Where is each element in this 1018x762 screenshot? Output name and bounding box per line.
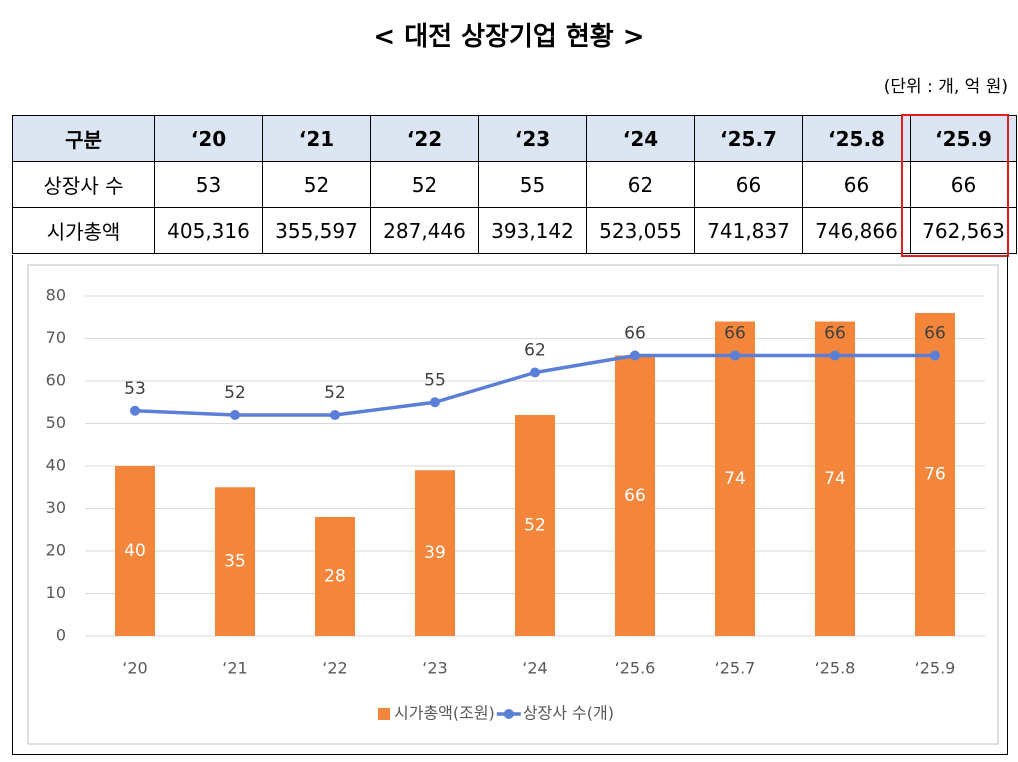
y-tick-label: 70 — [46, 328, 66, 347]
table-cell: ‘25.7 — [694, 115, 803, 162]
data-label: 52 — [324, 383, 346, 403]
legend-label: 시가총액(조원) — [394, 704, 495, 723]
table-cell: 상장사 수 — [12, 161, 155, 208]
y-tick-label: 60 — [46, 371, 66, 390]
legend-swatch — [378, 708, 390, 720]
line-marker — [630, 350, 640, 361]
data-label: 35 — [224, 552, 246, 572]
line-marker — [430, 397, 440, 408]
table-cell: 741,837 — [694, 207, 803, 254]
y-tick-label: 10 — [46, 583, 66, 602]
table-cell: 66 — [802, 161, 911, 208]
table-cell: ‘20 — [154, 115, 263, 162]
line-marker — [730, 350, 740, 361]
data-label: 66 — [624, 324, 646, 344]
table-cell: 393,142 — [478, 207, 587, 254]
bar — [815, 321, 855, 636]
table-row: 상장사 수 53 52 52 55 62 66 66 66 — [12, 161, 1017, 208]
data-label: 62 — [524, 341, 546, 361]
y-tick-label: 0 — [56, 626, 66, 645]
data-label: 55 — [424, 370, 446, 390]
x-tick-label: ‘25.9 — [915, 659, 956, 678]
bar — [715, 321, 755, 636]
bar — [515, 415, 555, 636]
data-label: 74 — [824, 469, 846, 489]
x-tick-label: ‘22 — [322, 659, 347, 678]
table-cell: 구분 — [12, 115, 155, 162]
table-cell: 523,055 — [586, 207, 695, 254]
line-marker — [130, 405, 140, 416]
data-label: 66 — [724, 324, 746, 344]
data-label: 28 — [324, 567, 346, 587]
line-marker — [230, 410, 240, 420]
bar — [615, 355, 655, 636]
data-label: 39 — [424, 543, 446, 563]
x-tick-label: ‘21 — [222, 659, 247, 678]
x-tick-label: ‘25.8 — [815, 659, 856, 678]
table-cell: 53 — [154, 161, 263, 208]
y-tick-label: 30 — [46, 498, 66, 517]
line-marker — [830, 350, 840, 361]
data-label: 53 — [124, 379, 146, 399]
y-tick-label: 20 — [46, 541, 66, 560]
table-cell: ‘21 — [262, 115, 371, 162]
y-tick-label: 50 — [46, 413, 66, 432]
table-row: 시가총액 405,316 355,597 287,446 393,142 523,055 7… — [12, 207, 1017, 254]
table-cell: 746,866 — [802, 207, 911, 254]
x-tick-label: ‘23 — [422, 659, 447, 678]
bar — [315, 517, 355, 636]
line-marker — [330, 410, 340, 420]
data-label: 66 — [924, 324, 946, 344]
x-tick-label: ‘24 — [522, 659, 547, 678]
legend-swatch — [503, 709, 514, 719]
table-cell: 66 — [910, 161, 1017, 208]
table-cell: ‘25.9 — [910, 115, 1017, 162]
chart-box — [12, 255, 1008, 755]
line-marker — [530, 367, 540, 378]
table-cell: ‘22 — [370, 115, 479, 162]
bar — [115, 466, 155, 636]
x-tick-label: ‘25.6 — [615, 659, 656, 678]
table-cell: 355,597 — [262, 207, 371, 254]
table-cell: 405,316 — [154, 207, 263, 254]
unit-note: (단위 : 개, 억 원) — [883, 77, 1008, 97]
data-label: 76 — [924, 465, 946, 485]
table-cell: 52 — [370, 161, 479, 208]
data-label: 52 — [524, 516, 546, 536]
table-cell: 55 — [478, 161, 587, 208]
table-cell: ‘23 — [478, 115, 587, 162]
bar — [415, 470, 455, 636]
table-cell: 52 — [262, 161, 371, 208]
chart-frame — [27, 264, 999, 745]
table-cell: 762,563 — [910, 207, 1017, 254]
data-label: 40 — [124, 541, 146, 561]
table-cell: 287,446 — [370, 207, 479, 254]
legend-label: 상장사 수(개) — [523, 704, 614, 723]
x-tick-label: ‘25.7 — [715, 659, 756, 678]
bar — [215, 487, 255, 636]
data-label: 74 — [724, 469, 746, 489]
table-cell: ‘25.8 — [802, 115, 911, 162]
data-label: 52 — [224, 383, 246, 403]
table-row: 구분 ‘20 ‘21 ‘22 ‘23 ‘24 ‘25.7 ‘25.8 ‘25.9 — [12, 115, 1017, 162]
data-label: 66 — [624, 486, 646, 506]
x-tick-label: ‘20 — [122, 659, 147, 678]
data-label: 66 — [824, 324, 846, 344]
y-tick-label: 40 — [46, 456, 66, 475]
y-tick-label: 80 — [46, 286, 66, 305]
table: 구분 ‘20 ‘21 ‘22 ‘23 ‘24 ‘25.7 ‘25.8 ‘25.9 상장사 수 53 5… — [12, 115, 1017, 254]
title: < 대전 상장기업 현황 > — [373, 22, 645, 52]
line-marker — [930, 350, 940, 361]
bar — [915, 313, 955, 636]
table-cell: 62 — [586, 161, 695, 208]
table-cell: 시가총액 — [12, 207, 155, 254]
